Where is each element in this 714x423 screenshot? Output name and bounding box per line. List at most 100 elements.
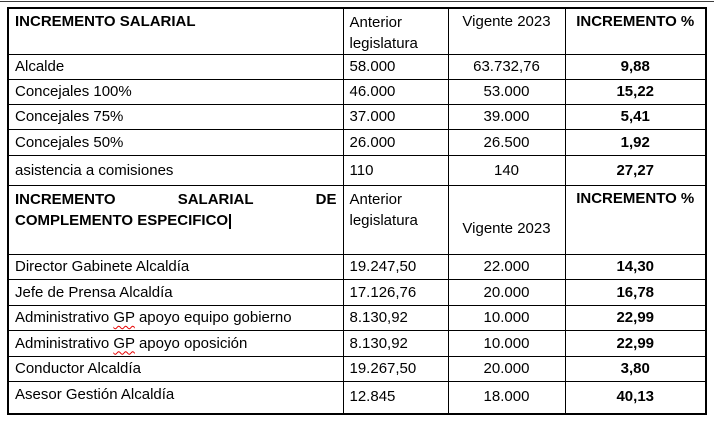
- label-pre: Conductor Alcaldía: [15, 360, 141, 377]
- page-top-divider: [0, 1, 714, 2]
- cell-vigente[interactable]: 39.000: [447, 104, 566, 130]
- cell-vigente[interactable]: 18.000: [447, 381, 566, 414]
- cell-concept[interactable]: Administrativo GP apoyo oposición: [7, 330, 344, 357]
- cell-anterior[interactable]: 37.000: [342, 104, 449, 130]
- cell-vigente[interactable]: 22.000: [447, 254, 566, 280]
- table-row-alcalde: Alcalde 58.000 63.732,76 9,88: [7, 54, 707, 80]
- cell-anterior[interactable]: 19.247,50: [342, 254, 449, 280]
- cell-anterior[interactable]: 19.267,50: [342, 356, 449, 382]
- incremento-value: 40,13: [616, 388, 655, 406]
- header-cell-section2-title[interactable]: INCREMENTO SALARIAL DE COMPLEMENTO ESPEC…: [7, 185, 344, 255]
- col-header-incremento: INCREMENTO %: [576, 190, 695, 207]
- label-pre: Administrativo: [15, 309, 114, 326]
- misspelled-word: GP: [113, 334, 135, 352]
- concept-label: asistencia a comisiones: [15, 161, 174, 179]
- table-row-jefe-prensa: Jefe de Prensa Alcaldía 17.126,76 20.000…: [7, 279, 707, 306]
- cell-concept[interactable]: Director Gabinete Alcaldía: [7, 254, 344, 280]
- section2-title-word2: SALARIAL: [177, 191, 254, 208]
- cell-concept[interactable]: Jefe de Prensa Alcaldía: [7, 279, 344, 306]
- cell-concept[interactable]: Conductor Alcaldía: [7, 356, 344, 382]
- cell-vigente[interactable]: 10.000: [447, 305, 566, 331]
- cell-concept[interactable]: Concejales 75%: [7, 104, 344, 130]
- cell-vigente[interactable]: 63.732,76: [447, 54, 566, 80]
- label-post: apoyo oposición: [134, 334, 248, 352]
- header-cell-incremento-1[interactable]: INCREMENTO %: [564, 7, 707, 55]
- cell-incremento[interactable]: 5,41: [564, 104, 707, 130]
- concept-label: Concejales 50%: [15, 133, 124, 151]
- cell-vigente[interactable]: 140: [447, 155, 566, 186]
- cell-anterior[interactable]: 26.000: [342, 129, 449, 156]
- table-row-conductor: Conductor Alcaldía 19.267,50 20.000 3,80: [7, 356, 707, 382]
- incremento-value: 14,30: [616, 258, 655, 275]
- concept-label: Concejales 100%: [15, 83, 132, 100]
- cell-anterior[interactable]: 8.130,92: [342, 305, 449, 331]
- anterior-value: 110: [349, 161, 374, 179]
- cell-vigente[interactable]: 20.000: [447, 279, 566, 306]
- cell-incremento[interactable]: 15,22: [564, 79, 707, 105]
- cell-concept[interactable]: Concejales 50%: [7, 129, 344, 156]
- cell-concept[interactable]: Alcalde: [7, 54, 344, 80]
- cell-concept[interactable]: Asesor Gestión Alcaldía: [7, 381, 344, 414]
- cell-anterior[interactable]: 46.000: [342, 79, 449, 105]
- table-row-concejales-75: Concejales 75% 37.000 39.000 5,41: [7, 104, 707, 130]
- section2-title-line1: INCREMENTO SALARIAL DE: [15, 189, 337, 210]
- vigente-value: 26.500: [483, 133, 530, 151]
- anterior-value: 58.000: [349, 58, 396, 75]
- cell-vigente[interactable]: 20.000: [447, 356, 566, 382]
- section2-title-word1: INCREMENTO: [15, 191, 116, 208]
- header-cell-vigente-2[interactable]: Vigente 2023: [447, 185, 566, 255]
- text-cursor: [229, 214, 231, 229]
- anterior-value: 46.000: [349, 83, 396, 100]
- col-header-vigente: Vigente 2023: [462, 220, 551, 237]
- cell-anterior[interactable]: 12.845: [342, 381, 449, 414]
- cell-incremento[interactable]: 3,80: [564, 356, 707, 382]
- header-cell-incremento-2[interactable]: INCREMENTO %: [564, 185, 707, 255]
- cell-incremento[interactable]: 1,92: [564, 129, 707, 156]
- header-cell-section1-title[interactable]: INCREMENTO SALARIAL: [7, 7, 344, 55]
- col-header-anterior-line1: Anterior: [349, 14, 403, 31]
- cell-incremento[interactable]: 22,99: [564, 305, 707, 331]
- vigente-value: 20.000: [483, 283, 530, 301]
- table-row-concejales-100: Concejales 100% 46.000 53.000 15,22: [7, 79, 707, 105]
- cell-concept[interactable]: Concejales 100%: [7, 79, 344, 105]
- concept-label: Administrativo GP apoyo oposición: [15, 335, 247, 352]
- label-pre: Jefe de Prensa Alcaldía: [15, 283, 173, 301]
- incremento-value: 16,78: [616, 283, 655, 301]
- incremento-value: 3,80: [620, 360, 650, 377]
- cell-incremento[interactable]: 40,13: [564, 381, 707, 414]
- cell-incremento[interactable]: 14,30: [564, 254, 707, 280]
- cell-anterior[interactable]: 110: [342, 155, 449, 186]
- vigente-value: 39.000: [483, 108, 530, 125]
- header-cell-anterior-1[interactable]: Anterior legislatura: [342, 7, 449, 55]
- cell-anterior[interactable]: 8.130,92: [342, 330, 449, 357]
- incremento-value: 27,27: [616, 161, 655, 179]
- header-cell-vigente-1[interactable]: Vigente 2023: [447, 7, 566, 55]
- cell-vigente[interactable]: 26.500: [447, 129, 566, 156]
- cell-concept[interactable]: Administrativo GP apoyo equipo gobierno: [7, 305, 344, 331]
- cell-incremento[interactable]: 16,78: [564, 279, 707, 306]
- label-post: apoyo equipo gobierno: [134, 309, 292, 326]
- cell-anterior[interactable]: 58.000: [342, 54, 449, 80]
- incremento-value: 22,99: [616, 334, 655, 352]
- concept-label: Administrativo GP apoyo equipo gobierno: [15, 309, 292, 326]
- table-header-row-1: INCREMENTO SALARIAL Anterior legislatura…: [7, 7, 707, 55]
- anterior-value: 17.126,76: [349, 283, 417, 301]
- cell-incremento[interactable]: 22,99: [564, 330, 707, 357]
- anterior-value: 26.000: [349, 133, 396, 151]
- col-header-vigente: Vigente 2023: [462, 13, 551, 30]
- table-row-administrativo-gobierno: Administrativo GP apoyo equipo gobierno …: [7, 305, 707, 331]
- header-cell-anterior-2[interactable]: Anterior legislatura: [342, 185, 449, 255]
- vigente-value: 53.000: [483, 83, 530, 100]
- cell-concept[interactable]: asistencia a comisiones: [7, 155, 344, 186]
- col-header-anterior-line2: legislatura: [349, 35, 418, 52]
- concept-label: Conductor Alcaldía: [15, 360, 141, 377]
- col-header-anterior-line2: legislatura: [349, 212, 418, 229]
- cell-vigente[interactable]: 10.000: [447, 330, 566, 357]
- cell-anterior[interactable]: 17.126,76: [342, 279, 449, 306]
- cell-incremento[interactable]: 9,88: [564, 54, 707, 80]
- salary-increase-table: INCREMENTO SALARIAL Anterior legislatura…: [7, 7, 707, 415]
- cell-vigente[interactable]: 53.000: [447, 79, 566, 105]
- cell-incremento[interactable]: 27,27: [564, 155, 707, 186]
- concept-label: Jefe de Prensa Alcaldía: [15, 284, 173, 301]
